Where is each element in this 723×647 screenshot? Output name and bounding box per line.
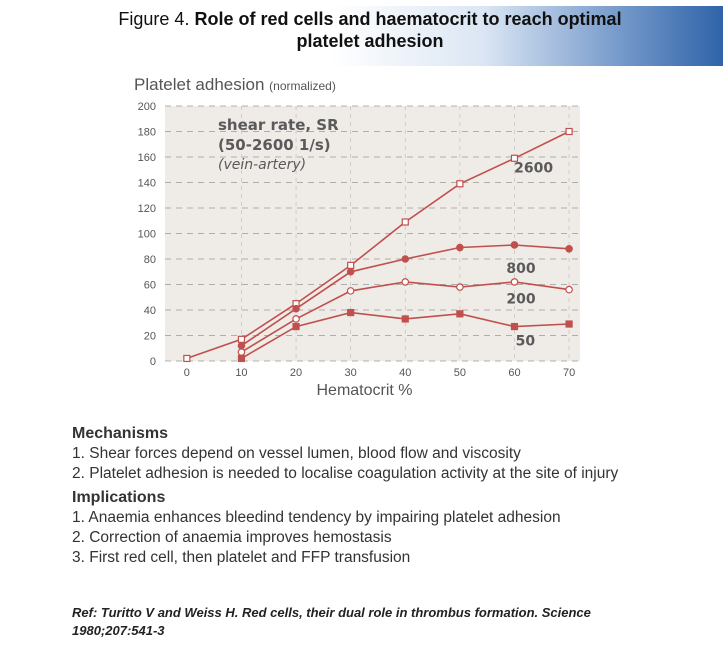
x-tick-label: 10: [235, 367, 247, 379]
notes: Mechanisms 1. Shear forces depend on ves…: [72, 424, 712, 568]
data-point-2600: [237, 335, 246, 343]
mechanism-item-1: 1. Shear forces depend on vessel lumen, …: [72, 445, 521, 462]
figure-title-text: Role of red cells and haematocrit to rea…: [194, 9, 622, 51]
implication-item-1: 1. Anaemia enhances bleedind tendency by…: [72, 509, 561, 526]
x-tick-label: 20: [290, 367, 302, 379]
y-axis-title: Platelet adhesion (normalized): [134, 75, 336, 94]
data-point-200: [237, 348, 246, 356]
x-tick-label: 30: [345, 367, 357, 379]
x-axis-title: Hematocrit %: [316, 382, 412, 399]
data-point-800: [510, 241, 519, 249]
mechanisms-heading: Mechanisms: [72, 425, 169, 442]
x-tick-label: 40: [399, 367, 411, 379]
data-point-800: [292, 304, 300, 313]
mechanism-item-2: 2. Platelet adhesion is needed to locali…: [72, 465, 619, 482]
data-point-800: [401, 255, 410, 263]
data-point-50: [347, 308, 355, 317]
y-tick-label: 140: [138, 178, 156, 190]
y-tick-label: 80: [144, 254, 156, 266]
data-point-2600: [456, 180, 464, 188]
data-point-50: [292, 322, 300, 331]
data-point-800: [565, 245, 573, 253]
data-point-800: [237, 341, 246, 350]
annotation-line-1: shear rate, SR: [218, 116, 339, 134]
annotation-line-3: (vein-artery): [218, 157, 306, 173]
data-point-50: [510, 322, 519, 331]
y-tick-label: 60: [144, 280, 156, 292]
series-label-2600: 2600: [514, 160, 553, 176]
data-point-50: [456, 310, 464, 318]
series-label-200: 200: [506, 292, 535, 308]
y-tick-label: 100: [138, 229, 156, 241]
data-point-2600: [510, 154, 519, 162]
y-tick-label: 40: [144, 305, 156, 317]
x-tick-label: 60: [508, 367, 520, 379]
y-tick-label: 180: [138, 127, 156, 139]
data-point-200: [565, 285, 573, 294]
implication-item-3: 3. First red cell, then platelet and FFP…: [72, 549, 411, 566]
data-point-2600: [183, 354, 191, 363]
series-line-2600: [186, 130, 570, 360]
y-tick-label: 120: [138, 203, 156, 215]
data-point-50: [401, 315, 409, 323]
data-point-200: [401, 278, 410, 286]
data-point-200: [346, 287, 355, 295]
data-point-2600: [347, 261, 355, 269]
implication-item-2: 2. Correction of anaemia improves hemost…: [72, 529, 392, 546]
data-point-200: [292, 315, 300, 323]
y-tick-label: 20: [144, 331, 156, 343]
y-tick-label: 200: [138, 101, 156, 113]
reference-citation: Ref: Turitto V and Weiss H. Red cells, t…: [72, 605, 591, 638]
y-axis-title-text: Platelet adhesion: [134, 75, 269, 94]
y-tick-label: 160: [138, 152, 156, 164]
figure-title: Figure 4. Role of red cells and haematoc…: [100, 8, 640, 52]
series-label-800: 800: [506, 261, 535, 277]
y-tick-label: 0: [150, 356, 156, 368]
implications-heading: Implications: [72, 489, 166, 506]
annotation-line-2: (50-2600 1/s): [218, 136, 331, 154]
data-point-200: [456, 283, 464, 291]
data-point-2600: [565, 127, 573, 136]
x-tick-label: 0: [184, 367, 190, 379]
y-axis-unit: (normalized): [269, 79, 336, 93]
data-point-2600: [401, 218, 409, 226]
data-point-50: [565, 320, 573, 328]
title-banner: [92, 6, 723, 66]
line-chart: 0 20 40 60 80 100 120 140 160 180 200 0 10 20 30 40 50 60…: [134, 75, 580, 399]
figure-number: Figure 4.: [118, 9, 190, 29]
data-point-800: [346, 267, 355, 276]
data-point-800: [456, 243, 464, 252]
x-tick-label: 50: [454, 367, 466, 379]
data-point-50: [237, 354, 246, 363]
series-label-50: 50: [516, 334, 536, 350]
x-tick-label: 70: [563, 367, 575, 379]
data-point-200: [510, 278, 519, 286]
